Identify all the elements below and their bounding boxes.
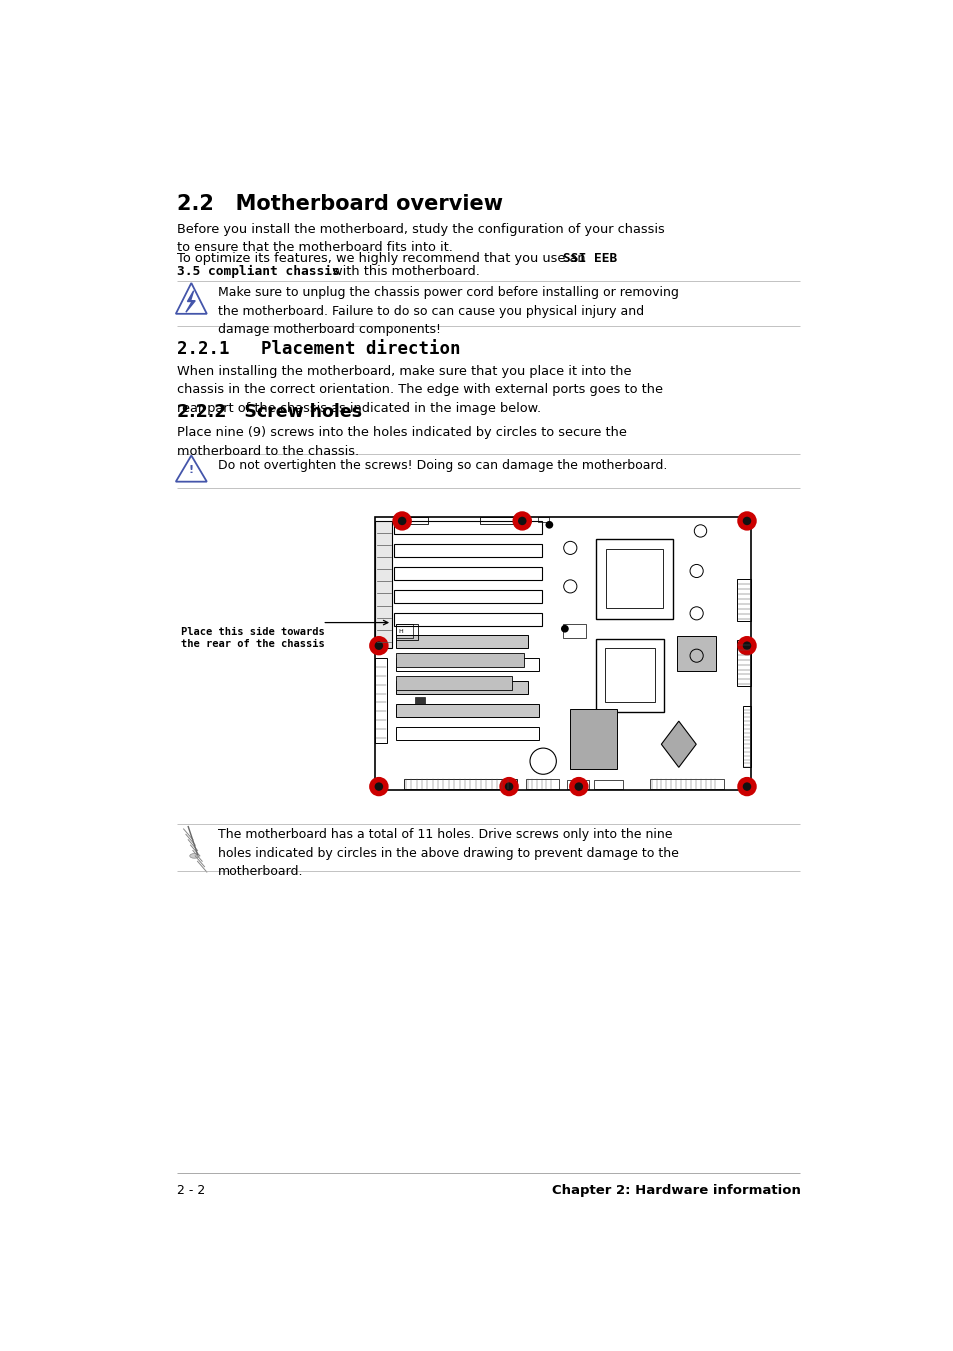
Bar — [395, 727, 538, 740]
Circle shape — [560, 626, 568, 632]
Bar — [479, 517, 517, 524]
Circle shape — [370, 778, 387, 796]
Circle shape — [742, 516, 750, 526]
Bar — [394, 567, 541, 580]
Bar — [736, 578, 750, 621]
Bar — [567, 780, 588, 789]
Bar — [395, 517, 428, 524]
Bar — [394, 590, 541, 604]
Bar — [375, 658, 386, 743]
Bar — [395, 653, 523, 667]
Bar — [404, 780, 517, 789]
Ellipse shape — [190, 854, 199, 858]
Polygon shape — [660, 721, 696, 767]
Circle shape — [375, 782, 383, 790]
Bar — [395, 676, 512, 690]
Text: Make sure to unplug the chassis power cord before installing or removing
the mot: Make sure to unplug the chassis power co… — [217, 286, 678, 336]
Circle shape — [742, 782, 750, 790]
Text: 2 - 2: 2 - 2 — [177, 1183, 206, 1197]
Text: 2.2.2   Screw holes: 2.2.2 Screw holes — [177, 403, 362, 422]
Bar — [395, 704, 538, 717]
Circle shape — [738, 512, 755, 530]
Bar — [375, 517, 750, 790]
Text: To optimize its features, we highly recommend that you use an: To optimize its features, we highly reco… — [177, 253, 590, 265]
Bar — [677, 636, 716, 671]
Bar — [604, 648, 654, 703]
Bar — [394, 543, 541, 557]
Polygon shape — [186, 290, 195, 312]
Circle shape — [738, 778, 755, 796]
Bar — [605, 549, 662, 608]
Circle shape — [513, 512, 531, 530]
Circle shape — [499, 778, 517, 796]
Text: SSI EEB: SSI EEB — [562, 253, 617, 265]
Text: H: H — [397, 628, 402, 634]
Text: Place nine (9) screws into the holes indicated by circles to secure the
motherbo: Place nine (9) screws into the holes ind… — [177, 426, 626, 458]
Bar — [395, 681, 527, 694]
Circle shape — [397, 516, 406, 526]
Bar — [394, 613, 541, 627]
Text: Before you install the motherboard, study the configuration of your chassis
to e: Before you install the motherboard, stud… — [177, 223, 664, 254]
Text: The motherboard has a total of 11 holes. Drive screws only into the nine
holes i: The motherboard has a total of 11 holes.… — [217, 828, 678, 878]
Text: Place this side towards
the rear of the chassis: Place this side towards the rear of the … — [181, 627, 325, 648]
Text: When installing the motherboard, make sure that you place it into the
chassis in: When installing the motherboard, make su… — [177, 365, 662, 415]
Bar — [375, 521, 392, 648]
Circle shape — [574, 782, 582, 790]
Bar — [394, 520, 541, 534]
Bar — [649, 780, 723, 789]
Bar — [596, 539, 673, 620]
Circle shape — [517, 516, 526, 526]
Bar — [596, 639, 663, 712]
Bar — [593, 780, 622, 789]
Text: Do not overtighten the screws! Doing so can damage the motherboard.: Do not overtighten the screws! Doing so … — [217, 458, 666, 471]
Bar — [395, 624, 417, 639]
Circle shape — [569, 778, 587, 796]
Bar — [395, 635, 527, 648]
Bar — [395, 624, 413, 638]
Circle shape — [393, 512, 411, 530]
Bar — [395, 658, 538, 671]
Text: 3.5 compliant chassis: 3.5 compliant chassis — [177, 265, 340, 277]
Bar — [570, 709, 617, 769]
Text: Chapter 2: Hardware information: Chapter 2: Hardware information — [551, 1183, 800, 1197]
Bar — [525, 780, 558, 789]
Bar — [562, 624, 585, 638]
Text: with this motherboard.: with this motherboard. — [328, 265, 480, 277]
Circle shape — [738, 636, 755, 654]
Bar — [537, 517, 549, 523]
Text: !: ! — [189, 465, 193, 474]
Circle shape — [504, 782, 513, 790]
Circle shape — [370, 636, 387, 654]
Bar — [415, 697, 424, 704]
Circle shape — [545, 521, 553, 528]
Circle shape — [742, 642, 750, 650]
Text: 2.2   Motherboard overview: 2.2 Motherboard overview — [177, 193, 503, 213]
Text: 2.2.1   Placement direction: 2.2.1 Placement direction — [177, 340, 460, 358]
Circle shape — [375, 642, 383, 650]
Bar — [736, 640, 750, 686]
Bar — [742, 705, 750, 767]
